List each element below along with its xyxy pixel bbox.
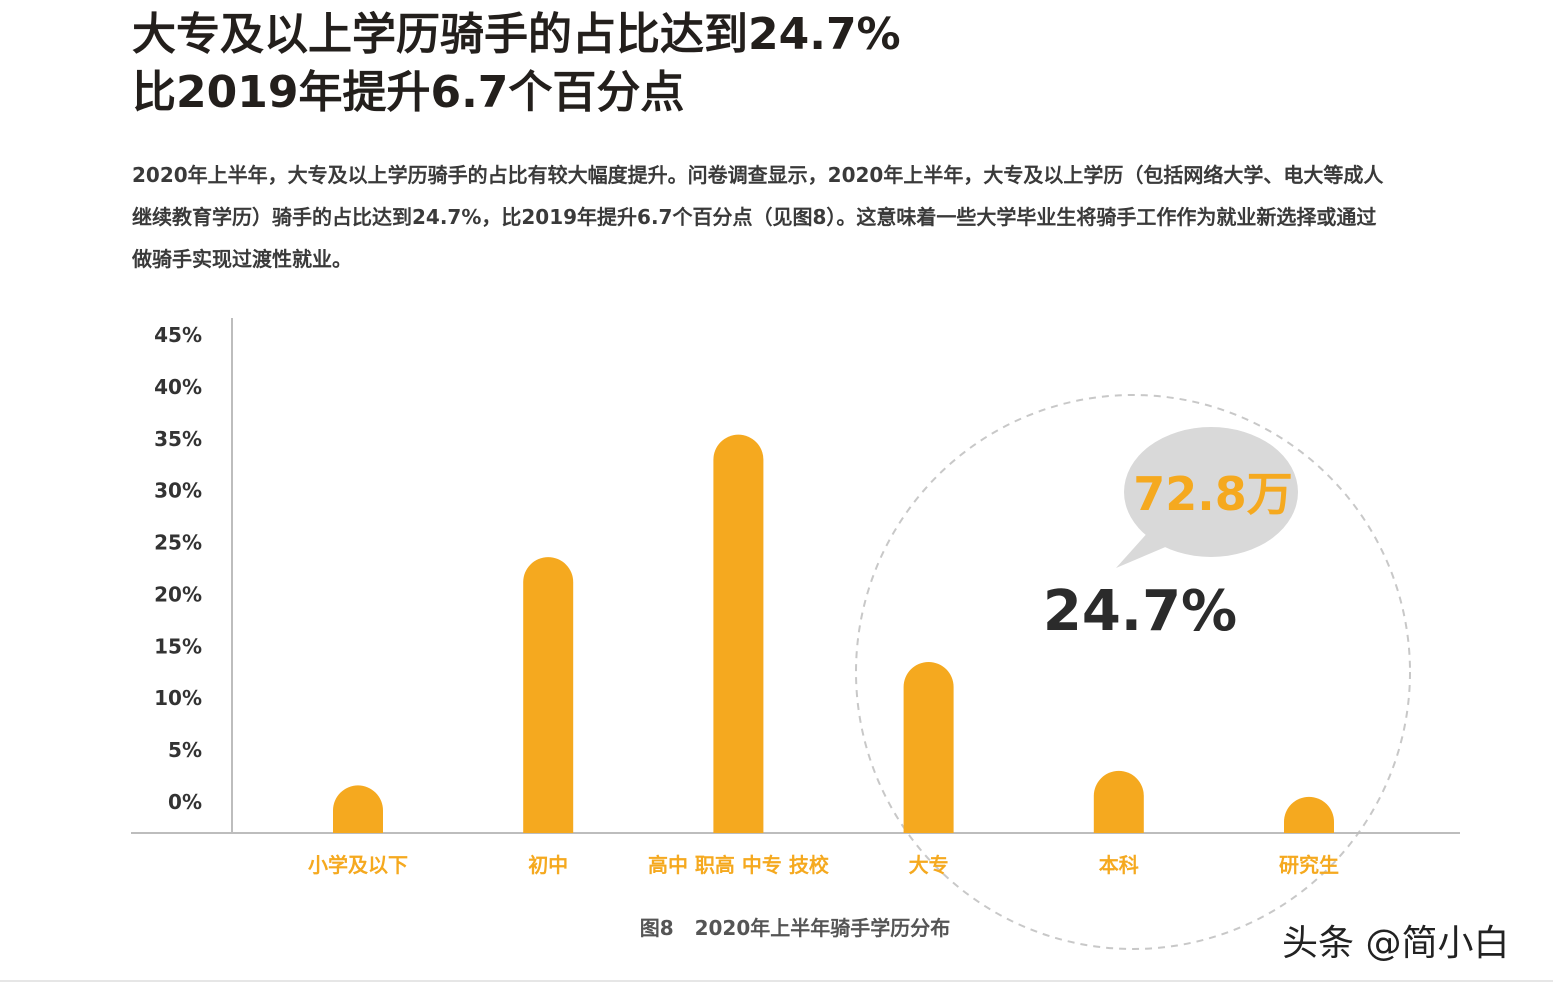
y-tick-label: 40%: [154, 375, 202, 399]
headline-line-2: 比2019年提升6.7个百分点: [132, 67, 685, 118]
figure-caption: 图8 2020年上半年骑手学历分布: [639, 916, 951, 940]
body-line-2: 继续教育学历）骑手的占比达到24.7%，比2019年提升6.7个百分点（见图8）…: [132, 205, 1377, 229]
x-category-label: 本科: [1099, 853, 1139, 877]
bubble-value-label: 72.8万: [1133, 467, 1293, 521]
y-tick-label: 0%: [168, 790, 202, 814]
bar: [333, 785, 383, 833]
headline: 大专及以上学历骑手的占比达到24.7% 比2019年提升6.7个百分点: [132, 6, 901, 122]
speech-bubble: [1124, 427, 1298, 557]
y-tick-label: 15%: [154, 634, 202, 658]
bar: [713, 434, 764, 833]
bottom-divider: [0, 980, 1553, 982]
x-category-label: 研究生: [1279, 853, 1339, 877]
y-tick-label: 45%: [154, 323, 202, 347]
y-tick-label: 25%: [154, 531, 202, 555]
y-tick-label: 35%: [154, 427, 202, 451]
y-tick-label: 30%: [154, 479, 202, 503]
bar: [903, 661, 954, 833]
bar: [1284, 796, 1334, 833]
body-line-1: 2020年上半年，大专及以上学历骑手的占比有较大幅度提升。问卷调查显示，2020…: [132, 163, 1384, 187]
y-tick-label: 5%: [168, 738, 202, 762]
bar: [523, 557, 574, 833]
watermark: 头条 @简小白: [1282, 923, 1510, 964]
x-category-label: 大专: [909, 853, 949, 877]
headline-line-1: 大专及以上学历骑手的占比达到24.7%: [132, 9, 901, 60]
body-paragraph: 2020年上半年，大专及以上学历骑手的占比有较大幅度提升。问卷调查显示，2020…: [132, 154, 1442, 280]
bar: [1093, 770, 1144, 833]
highlight-dashed-circle: [855, 394, 1411, 950]
x-category-label: 高中 职高 中专 技校: [648, 853, 830, 877]
percent-annotation: 24.7%: [1043, 579, 1237, 644]
x-category-label: 小学及以下: [308, 853, 408, 877]
body-line-3: 做骑手实现过渡性就业。: [132, 247, 352, 271]
x-category-label: 初中: [528, 853, 568, 877]
y-tick-label: 10%: [154, 686, 202, 710]
y-tick-label: 20%: [154, 582, 202, 606]
